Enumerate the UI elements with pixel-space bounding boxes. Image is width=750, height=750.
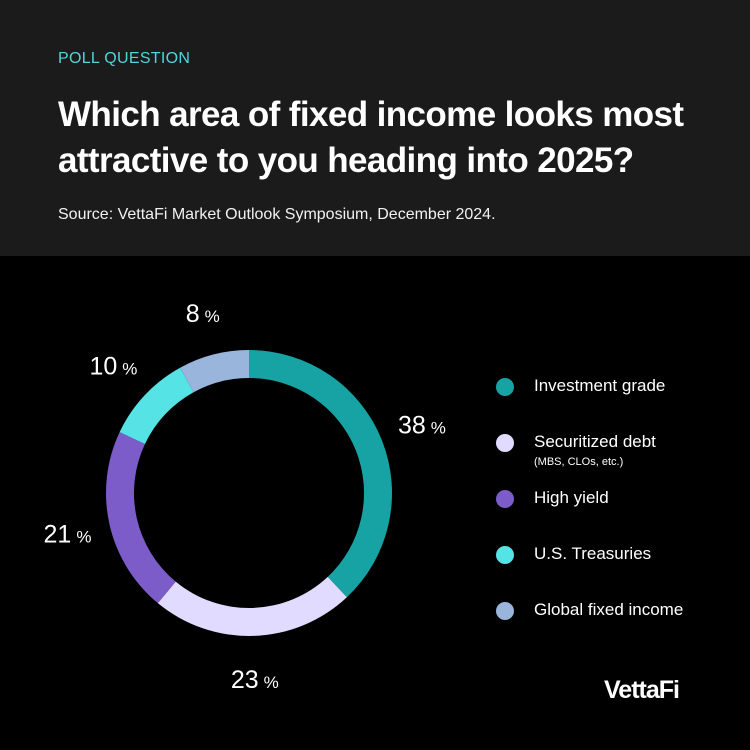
- legend-swatch: [496, 434, 514, 452]
- slice-u-s-treasuries: [119, 367, 194, 445]
- legend-label: Global fixed income: [534, 600, 684, 619]
- source-note: Source: VettaFi Market Outlook Symposium…: [58, 206, 496, 223]
- legend-label: U.S. Treasuries: [534, 544, 652, 563]
- value-label-investment-grade: 38%: [398, 412, 446, 440]
- legend-swatch: [496, 378, 514, 396]
- value-label-high-yield: 21%: [44, 521, 92, 549]
- legend-swatch: [496, 546, 514, 564]
- legend-label: Investment grade: [534, 376, 666, 395]
- legend-swatch: [496, 490, 514, 508]
- slice-investment-grade: [249, 350, 392, 598]
- header-band: POLL QUESTION Which area of fixed income…: [0, 0, 750, 256]
- legend-label: High yield: [534, 488, 609, 507]
- slice-securitized-debt: [157, 576, 347, 636]
- vettafi-logo: VettaFi: [604, 676, 680, 704]
- legend-note: (MBS, CLOs, etc.): [534, 456, 624, 468]
- poll-question-label: POLL QUESTION: [58, 50, 191, 67]
- value-label-u-s-treasuries: 10%: [89, 353, 137, 381]
- page-title: Which area of fixed income looks most at…: [58, 95, 684, 180]
- donut-chart: 38 % 23 % 21 % 10 % 8%: [44, 300, 446, 694]
- slice-global-fixed-income: [180, 350, 249, 393]
- value-label-securitized-debt: 23%: [231, 666, 279, 694]
- legend-swatch: [496, 602, 514, 620]
- slice-high-yield: [105, 432, 176, 604]
- legend-label: Securitized debt: [534, 432, 656, 451]
- value-label-global-fixed-income: 8%: [186, 300, 220, 328]
